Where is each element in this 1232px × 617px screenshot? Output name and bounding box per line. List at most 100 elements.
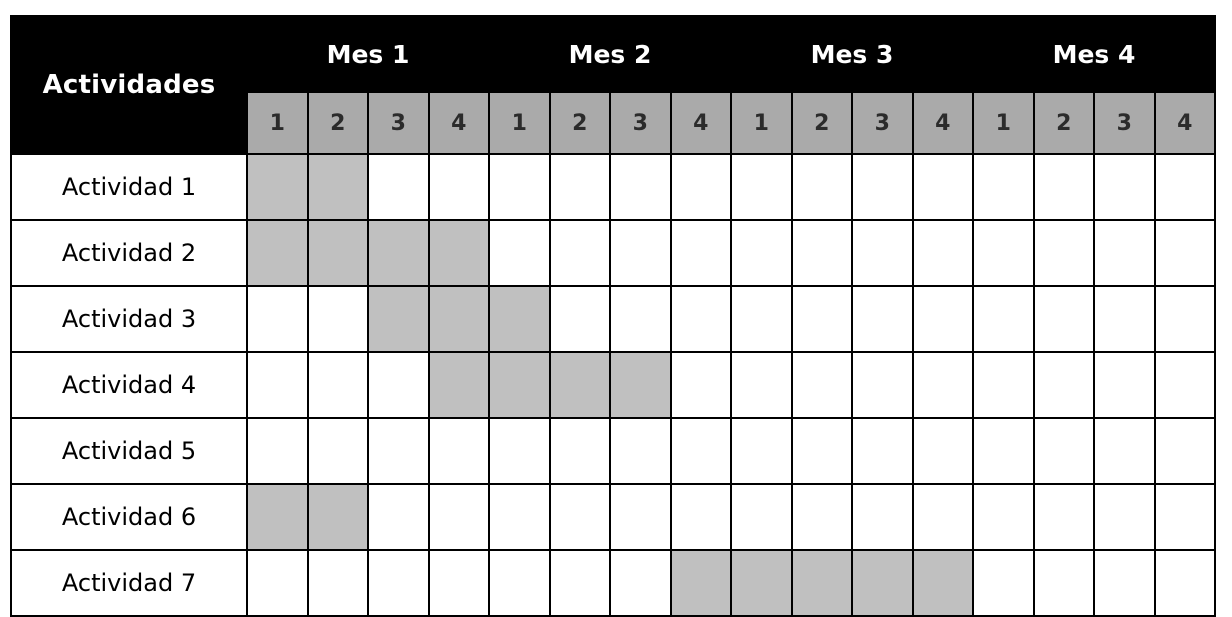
gantt-cell-r6-c9[interactable]	[730, 483, 793, 551]
gantt-cell-r2-c15[interactable]	[1093, 219, 1156, 287]
gantt-cell-r5-c2[interactable]	[306, 417, 369, 485]
gantt-cell-r1-c4[interactable]	[427, 153, 490, 221]
gantt-cell-r6-c16[interactable]	[1153, 483, 1216, 551]
gantt-cell-r2-c13[interactable]	[972, 219, 1035, 287]
gantt-cell-r4-c6[interactable]	[548, 351, 611, 419]
gantt-cell-r1-c12[interactable]	[911, 153, 974, 221]
gantt-cell-r5-c9[interactable]	[730, 417, 793, 485]
gantt-cell-r6-c13[interactable]	[972, 483, 1035, 551]
gantt-cell-r6-c1[interactable]	[246, 483, 309, 551]
gantt-cell-r7-c2[interactable]	[306, 549, 369, 617]
gantt-cell-r5-c5[interactable]	[488, 417, 551, 485]
gantt-cell-r2-c5[interactable]	[488, 219, 551, 287]
gantt-cell-r4-c14[interactable]	[1032, 351, 1095, 419]
gantt-cell-r1-c15[interactable]	[1093, 153, 1156, 221]
gantt-cell-r2-c3[interactable]	[367, 219, 430, 287]
gantt-cell-r5-c16[interactable]	[1153, 417, 1216, 485]
gantt-cell-r1-c10[interactable]	[790, 153, 853, 221]
gantt-cell-r3-c4[interactable]	[427, 285, 490, 353]
gantt-cell-r2-c7[interactable]	[609, 219, 672, 287]
gantt-cell-r1-c5[interactable]	[488, 153, 551, 221]
gantt-cell-r3-c6[interactable]	[548, 285, 611, 353]
gantt-cell-r1-c2[interactable]	[306, 153, 369, 221]
gantt-cell-r5-c3[interactable]	[367, 417, 430, 485]
gantt-cell-r5-c6[interactable]	[548, 417, 611, 485]
gantt-cell-r1-c6[interactable]	[548, 153, 611, 221]
gantt-cell-r5-c15[interactable]	[1093, 417, 1156, 485]
gantt-cell-r2-c6[interactable]	[548, 219, 611, 287]
gantt-cell-r5-c11[interactable]	[851, 417, 914, 485]
gantt-cell-r7-c6[interactable]	[548, 549, 611, 617]
gantt-cell-r3-c11[interactable]	[851, 285, 914, 353]
gantt-cell-r7-c15[interactable]	[1093, 549, 1156, 617]
gantt-cell-r7-c11[interactable]	[851, 549, 914, 617]
gantt-cell-r1-c13[interactable]	[972, 153, 1035, 221]
gantt-cell-r1-c14[interactable]	[1032, 153, 1095, 221]
gantt-cell-r6-c10[interactable]	[790, 483, 853, 551]
gantt-cell-r6-c6[interactable]	[548, 483, 611, 551]
gantt-cell-r5-c13[interactable]	[972, 417, 1035, 485]
gantt-cell-r4-c10[interactable]	[790, 351, 853, 419]
gantt-cell-r4-c12[interactable]	[911, 351, 974, 419]
gantt-cell-r6-c14[interactable]	[1032, 483, 1095, 551]
gantt-cell-r3-c9[interactable]	[730, 285, 793, 353]
gantt-cell-r5-c7[interactable]	[609, 417, 672, 485]
gantt-cell-r7-c12[interactable]	[911, 549, 974, 617]
gantt-cell-r1-c8[interactable]	[669, 153, 732, 221]
gantt-cell-r3-c16[interactable]	[1153, 285, 1216, 353]
gantt-cell-r2-c12[interactable]	[911, 219, 974, 287]
gantt-cell-r3-c12[interactable]	[911, 285, 974, 353]
gantt-cell-r2-c2[interactable]	[306, 219, 369, 287]
gantt-cell-r7-c9[interactable]	[730, 549, 793, 617]
gantt-cell-r1-c9[interactable]	[730, 153, 793, 221]
gantt-cell-r1-c7[interactable]	[609, 153, 672, 221]
gantt-cell-r5-c8[interactable]	[669, 417, 732, 485]
gantt-cell-r4-c16[interactable]	[1153, 351, 1216, 419]
gantt-cell-r6-c11[interactable]	[851, 483, 914, 551]
gantt-cell-r6-c2[interactable]	[306, 483, 369, 551]
gantt-cell-r6-c7[interactable]	[609, 483, 672, 551]
gantt-cell-r7-c3[interactable]	[367, 549, 430, 617]
gantt-cell-r1-c3[interactable]	[367, 153, 430, 221]
gantt-cell-r3-c1[interactable]	[246, 285, 309, 353]
gantt-cell-r2-c10[interactable]	[790, 219, 853, 287]
gantt-cell-r6-c8[interactable]	[669, 483, 732, 551]
gantt-cell-r3-c2[interactable]	[306, 285, 369, 353]
gantt-cell-r2-c4[interactable]	[427, 219, 490, 287]
gantt-cell-r6-c5[interactable]	[488, 483, 551, 551]
gantt-cell-r7-c4[interactable]	[427, 549, 490, 617]
gantt-cell-r3-c13[interactable]	[972, 285, 1035, 353]
gantt-cell-r7-c1[interactable]	[246, 549, 309, 617]
gantt-cell-r2-c1[interactable]	[246, 219, 309, 287]
gantt-cell-r3-c7[interactable]	[609, 285, 672, 353]
gantt-cell-r5-c1[interactable]	[246, 417, 309, 485]
gantt-cell-r4-c13[interactable]	[972, 351, 1035, 419]
gantt-cell-r6-c15[interactable]	[1093, 483, 1156, 551]
gantt-cell-r1-c1[interactable]	[246, 153, 309, 221]
gantt-cell-r3-c8[interactable]	[669, 285, 732, 353]
gantt-cell-r5-c10[interactable]	[790, 417, 853, 485]
gantt-cell-r6-c12[interactable]	[911, 483, 974, 551]
gantt-cell-r4-c9[interactable]	[730, 351, 793, 419]
gantt-cell-r3-c5[interactable]	[488, 285, 551, 353]
gantt-cell-r5-c14[interactable]	[1032, 417, 1095, 485]
gantt-cell-r3-c15[interactable]	[1093, 285, 1156, 353]
gantt-cell-r4-c4[interactable]	[427, 351, 490, 419]
gantt-cell-r7-c5[interactable]	[488, 549, 551, 617]
gantt-cell-r7-c14[interactable]	[1032, 549, 1095, 617]
gantt-cell-r6-c4[interactable]	[427, 483, 490, 551]
gantt-cell-r4-c15[interactable]	[1093, 351, 1156, 419]
gantt-cell-r1-c16[interactable]	[1153, 153, 1216, 221]
gantt-cell-r3-c10[interactable]	[790, 285, 853, 353]
gantt-cell-r4-c7[interactable]	[609, 351, 672, 419]
gantt-cell-r7-c16[interactable]	[1153, 549, 1216, 617]
gantt-cell-r7-c10[interactable]	[790, 549, 853, 617]
gantt-cell-r4-c3[interactable]	[367, 351, 430, 419]
gantt-cell-r4-c2[interactable]	[306, 351, 369, 419]
gantt-cell-r4-c11[interactable]	[851, 351, 914, 419]
gantt-cell-r1-c11[interactable]	[851, 153, 914, 221]
gantt-cell-r2-c11[interactable]	[851, 219, 914, 287]
gantt-cell-r4-c1[interactable]	[246, 351, 309, 419]
gantt-cell-r7-c7[interactable]	[609, 549, 672, 617]
gantt-cell-r6-c3[interactable]	[367, 483, 430, 551]
